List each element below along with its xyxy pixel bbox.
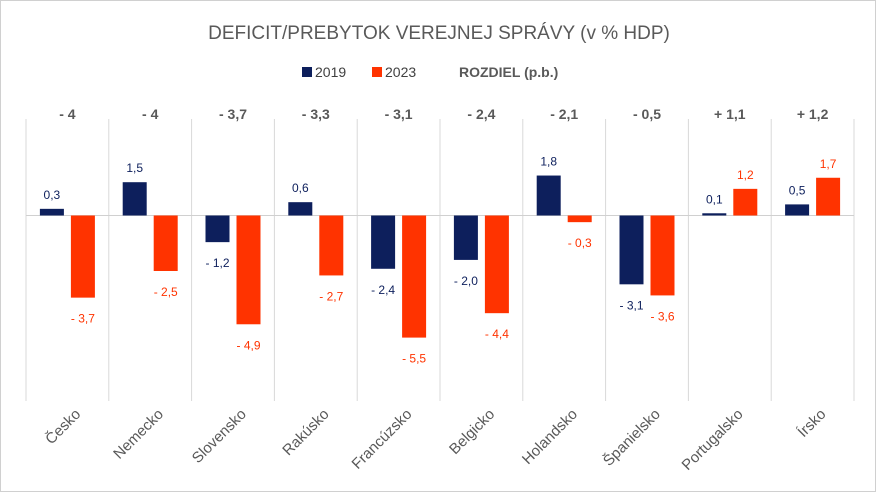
data-label-2023: - 2,5 [154,285,178,299]
data-label-2023: - 5,5 [402,352,426,366]
difference-label: + 1,2 [797,106,829,122]
data-label-2019: 0,5 [789,183,806,197]
difference-label: - 2,1 [550,106,578,122]
difference-label: - 3,3 [302,106,330,122]
difference-label: - 3,1 [385,106,413,122]
difference-label: - 4 [142,106,159,122]
category-label: Francúzsko [349,406,416,473]
legend-label-2023: 2023 [385,64,416,80]
category-label: Belgicko [446,406,498,458]
category-label: Nemecko [110,406,167,463]
data-label-2019: - 3,1 [619,298,643,312]
difference-label: - 4 [59,106,76,122]
category-label: Írsko [794,406,829,441]
bar-2019 [619,215,644,285]
bar-2023 [70,215,95,298]
data-label-2023: - 4,9 [236,338,260,352]
data-label-2019: 1,5 [126,161,143,175]
category-label: Slovensko [189,406,250,467]
category-label: Česko [42,406,84,448]
data-label-2019: 0,3 [44,188,61,202]
data-label-2019: - 1,2 [205,256,229,270]
category-label: Holandsko [519,406,581,468]
data-label-2023: - 2,7 [319,289,343,303]
bar-2019 [536,175,561,216]
bar-2023 [402,215,427,338]
bar-2023 [484,215,509,314]
category-label: Španielsko [600,406,664,470]
difference-label: - 3,7 [219,106,247,122]
bar-2023 [319,215,344,276]
data-label-2023: - 3,7 [71,312,95,326]
bar-2019 [122,182,147,216]
bar-2019 [39,208,64,216]
data-label-2019: 0,6 [292,181,309,195]
data-label-2023: - 0,3 [568,236,592,250]
legend-label-2019: 2019 [315,64,346,80]
data-label-2019: - 2,4 [371,283,395,297]
bar-2023 [733,188,758,216]
difference-label: - 0,5 [633,106,661,122]
bar-2019 [785,204,810,216]
data-label-2023: 1,2 [737,168,754,182]
bar-2023 [650,215,675,296]
difference-label: - 2,4 [467,106,495,122]
data-label-2019: 0,1 [706,192,723,206]
bar-2019 [288,202,313,216]
bar-2019 [205,215,230,243]
chart-title: DEFICIT/PREBYTOK VEREJNEJ SPRÁVY (v % HD… [208,23,670,44]
data-label-2023: 1,7 [820,157,837,171]
bar-2023 [816,177,841,216]
difference-label: + 1,1 [714,106,746,122]
data-label-2019: - 2,0 [454,274,478,288]
data-label-2023: - 3,6 [650,309,674,323]
category-label: Rakúsko [279,406,332,459]
legend-swatch-2019 [302,67,312,77]
bar-2019 [453,215,478,260]
data-label-2023: - 4,4 [485,327,509,341]
bar-2019 [371,215,396,269]
legend-difference-label: ROZDIEL (p.b.) [459,64,558,80]
bar-2023 [236,215,261,325]
bar-2023 [153,215,178,271]
data-label-2019: 1,8 [540,155,557,169]
category-label: Portugalsko [679,406,747,474]
legend-swatch-2023 [372,67,382,77]
bar-2019 [702,213,727,216]
bar-2023 [567,215,592,223]
